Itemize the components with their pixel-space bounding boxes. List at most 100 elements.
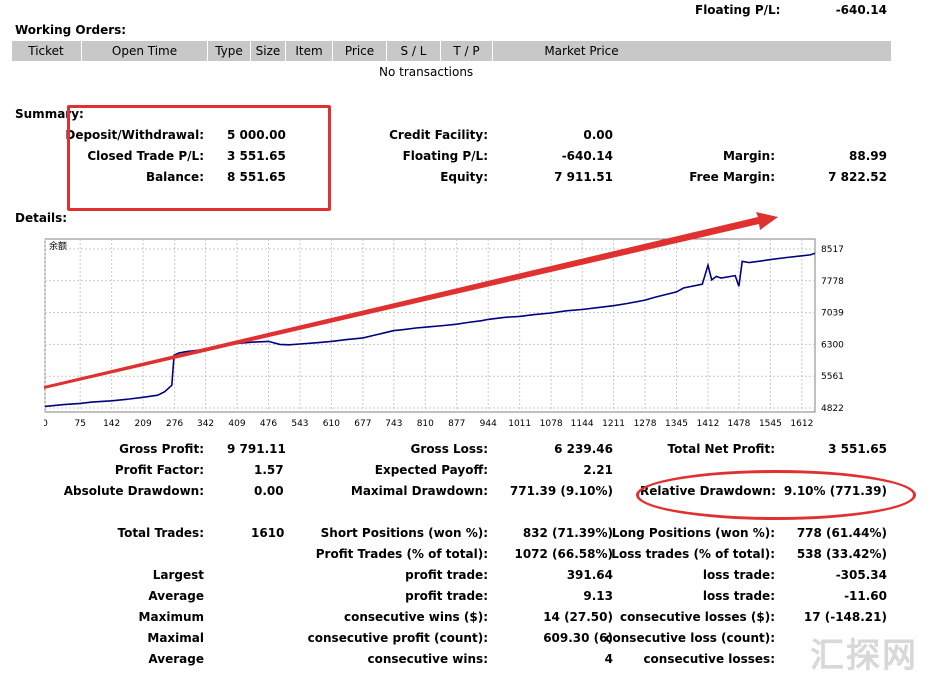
summary-title: Summary: <box>15 107 84 121</box>
top-floating-label: Floating P/L: <box>695 3 781 17</box>
average-loss-label: loss trade: <box>702 589 775 603</box>
working-orders-title: Working Orders: <box>15 23 127 37</box>
credit-value: 0.00 <box>583 128 613 142</box>
summary-highlight-box <box>67 105 331 211</box>
x-tick-label: 142 <box>103 419 120 429</box>
margin-label: Margin: <box>722 149 775 163</box>
profit-trades-label: Profit Trades (% of total): <box>315 547 488 561</box>
x-tick-label: 476 <box>260 419 277 429</box>
col-size[interactable]: Size <box>250 41 285 61</box>
loss-trades-label: Loss trades (% of total): <box>611 547 775 561</box>
col-item[interactable]: Item <box>285 41 332 61</box>
details-title: Details: <box>15 211 68 225</box>
abs-drawdown-label: Absolute Drawdown: <box>63 484 204 498</box>
top-floating-value: -640.14 <box>835 3 887 17</box>
x-tick-label: 543 <box>291 419 308 429</box>
total-trades-value: 1610 <box>251 526 285 540</box>
y-tick-label: 6300 <box>821 340 844 350</box>
summary-floating-value: -640.14 <box>561 149 613 163</box>
margin-value: 88.99 <box>849 149 887 163</box>
summary-floating-label: Floating P/L: <box>402 149 488 163</box>
total-net-label: Total Net Profit: <box>667 442 775 456</box>
maximal-cons-profit-value: 609.30 (6) <box>543 631 613 645</box>
x-tick-label: 75 <box>74 419 85 429</box>
balance-label: Balance: <box>145 170 204 184</box>
profit-factor-label: Profit Factor: <box>114 463 204 477</box>
col-market-price[interactable]: Market Price <box>492 41 670 61</box>
y-tick-label: 7778 <box>821 277 844 287</box>
abs-drawdown-value: 0.00 <box>254 484 284 498</box>
free-margin-label: Free Margin: <box>689 170 775 184</box>
total-trades-label: Total Trades: <box>117 526 204 540</box>
largest-profit-label: profit trade: <box>405 568 488 582</box>
maximal-cons-loss-label: consecutive loss (count): <box>605 631 775 645</box>
no-transactions-text: No transactions <box>379 65 474 79</box>
x-tick-label: 1011 <box>508 419 531 429</box>
x-tick-label: 409 <box>228 419 245 429</box>
relative-drawdown-highlight <box>636 470 916 520</box>
y-tick-label: 5561 <box>821 372 844 382</box>
profit-trades-value: 1072 (66.58%) <box>514 547 613 561</box>
avg-cons-wins-label: consecutive wins: <box>367 652 488 666</box>
deposit-label: Deposit/Withdrawal: <box>65 128 204 142</box>
max-drawdown-value: 771.39 (9.10%) <box>509 484 613 498</box>
col-price[interactable]: Price <box>332 41 386 61</box>
short-positions-label: Short Positions (won %): <box>320 526 488 540</box>
equity-value: 7 911.51 <box>554 170 613 184</box>
x-tick-label: 1412 <box>696 419 719 429</box>
x-tick-label: 1612 <box>790 419 813 429</box>
largest-label: Largest <box>152 568 204 582</box>
x-tick-label: 1278 <box>634 419 657 429</box>
working-orders-header: Ticket Open Time Type Size Item Price S … <box>12 41 891 61</box>
max-cons-losses-label: consecutive losses ($): <box>619 610 775 624</box>
maximum-label: Maximum <box>138 610 204 624</box>
x-tick-label: 1144 <box>571 419 594 429</box>
short-positions-value: 832 (71.39%) <box>522 526 613 540</box>
balance-chart-svg: 0 75 142 209 276 342 409 476 543 610 677 743 810 877 9… <box>42 238 844 429</box>
maximal-label: Maximal <box>147 631 204 645</box>
chart-title: 余额 <box>49 240 67 252</box>
average-label: Average <box>148 589 204 603</box>
gross-loss-value: 6 239.46 <box>554 442 613 456</box>
expected-payoff-value: 2.21 <box>583 463 613 477</box>
gross-profit-label: Gross Profit: <box>119 442 204 456</box>
col-ticket[interactable]: Ticket <box>28 44 64 58</box>
largest-profit-value: 391.64 <box>566 568 613 582</box>
loss-trades-value: 538 (33.42%) <box>796 547 887 561</box>
closed-pl-label: Closed Trade P/L: <box>87 149 204 163</box>
x-tick-label: 810 <box>417 419 434 429</box>
plot-area <box>44 238 816 413</box>
avg-cons-wins-value: 4 <box>604 652 613 666</box>
gross-profit-value: 9 791.11 <box>227 442 286 456</box>
average-profit-value: 9.13 <box>583 589 613 603</box>
largest-loss-label: loss trade: <box>702 568 775 582</box>
x-tick-label: 944 <box>480 419 497 429</box>
long-positions-label: Long Positions (won %): <box>611 526 775 540</box>
x-tick-label: 1211 <box>602 419 625 429</box>
col-tp[interactable]: T / P <box>440 41 492 61</box>
average-profit-label: profit trade: <box>405 589 488 603</box>
max-cons-wins-value: 14 (27.50) <box>543 610 613 624</box>
largest-loss-value: -305.34 <box>835 568 887 582</box>
average2-label: Average <box>148 652 204 666</box>
watermark: 汇探网 <box>810 636 918 676</box>
x-tick-label: 610 <box>323 419 340 429</box>
x-tick-label: 1545 <box>759 419 782 429</box>
free-margin-value: 7 822.52 <box>828 170 887 184</box>
x-tick-label: 677 <box>354 419 371 429</box>
max-cons-wins-label: consecutive wins ($): <box>343 610 488 624</box>
x-tick-label: 276 <box>166 419 183 429</box>
long-positions-value: 778 (61.44%) <box>796 526 887 540</box>
x-tick-label: 1345 <box>665 419 688 429</box>
x-tick-label: 209 <box>135 419 152 429</box>
x-tick-label: 0 <box>44 419 48 429</box>
closed-pl-value: 3 551.65 <box>227 149 286 163</box>
gross-loss-label: Gross Loss: <box>410 442 488 456</box>
avg-cons-losses-label: consecutive losses: <box>643 652 775 666</box>
col-open-time[interactable]: Open Time <box>81 41 207 61</box>
profit-factor-value: 1.57 <box>254 463 284 477</box>
max-cons-losses-value: 17 (-148.21) <box>803 610 887 624</box>
credit-label: Credit Facility: <box>389 128 488 142</box>
col-sl[interactable]: S / L <box>386 41 440 61</box>
col-type[interactable]: Type <box>207 41 250 61</box>
